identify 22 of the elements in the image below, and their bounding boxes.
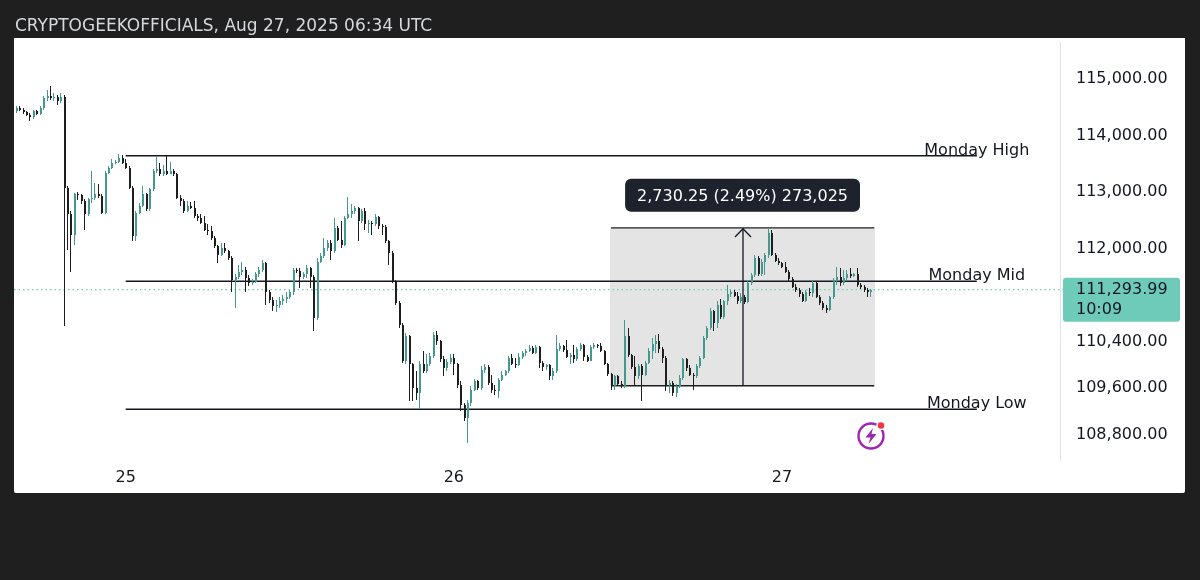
y-tick-label: 110,400.00 [1076,330,1168,350]
candlestick [494,385,496,395]
y-tick-label: 112,000.00 [1076,238,1168,258]
y-tick-label: 115,000.00 [1076,68,1168,88]
x-tick-label: 27 [771,466,793,486]
candlestick [371,221,373,235]
y-tick-label: 108,800.00 [1076,424,1168,444]
candlestick [207,224,209,235]
candlestick [276,300,278,312]
series-label: Monday Mid [928,265,1026,285]
series-label: Monday Low [926,393,1027,413]
y-tick-label: 114,000.00 [1076,124,1168,144]
annotation: 2,730.25 (2.49%) 273,025 [637,185,849,205]
candlestick [515,358,517,368]
x-tick-label: 26 [443,466,464,486]
ref-line-label: 111,293.99 10:09 [1076,278,1168,318]
y-tick-label: 113,000.00 [1076,181,1168,201]
series-label: Monday High [924,139,1030,159]
y-tick-label: 109,600.00 [1076,377,1168,397]
chart-title: CRYPTOGEEKOFFICIALS, Aug 27, 2025 06:34 UTC [15,14,433,36]
candlestick [368,220,370,233]
x-tick-label: 25 [115,466,136,486]
